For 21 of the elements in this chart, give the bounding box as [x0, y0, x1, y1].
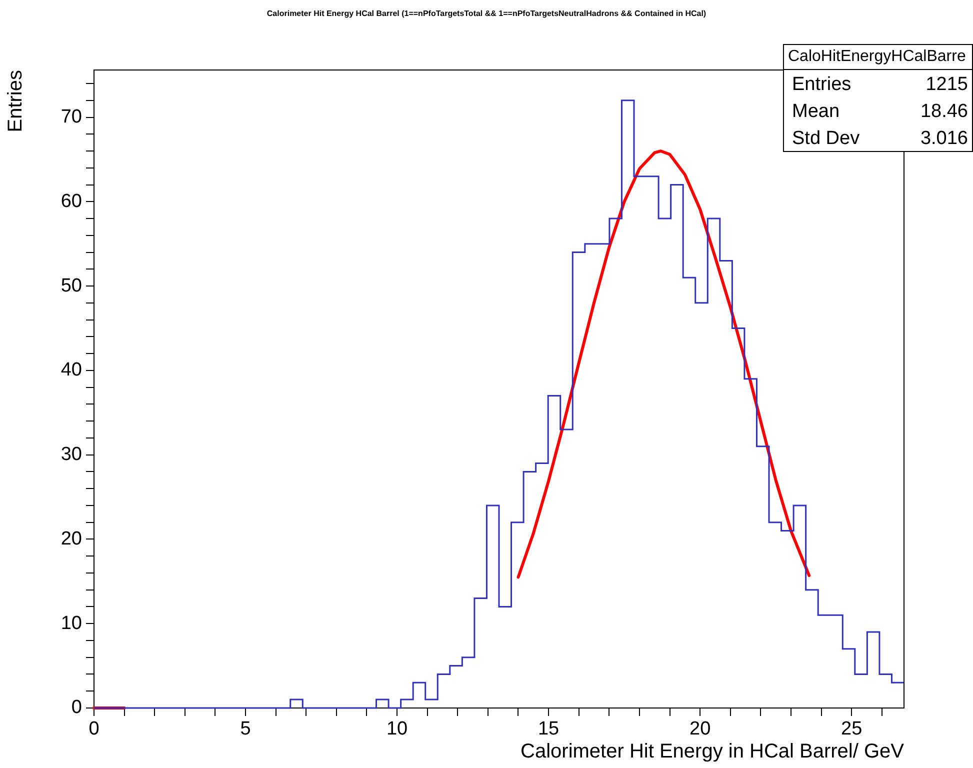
y-tick-label: 20 [60, 528, 82, 550]
y-axis-title: Entries [4, 70, 27, 132]
text: Std Dev 3.016 [792, 128, 968, 149]
y-tick-label: 60 [60, 190, 82, 212]
chart-title: Calorimeter Hit Energy HCal Barrel (1==nPfoTargetsTotal && 1==nPfoTargetsNeutralHadrons && Contained in HCal) [266, 9, 708, 18]
x-tick-label: 0 [88, 718, 100, 740]
x-tick-label: 20 [689, 718, 711, 740]
x-axis-title: Calorimeter Hit Energy in HCal Barrel/ GeV [520, 740, 905, 763]
x-tick-label: 10 [386, 718, 408, 740]
y-tick-label: 50 [60, 275, 82, 296]
text: Entries 1215 [792, 74, 968, 95]
y-tick-label: 40 [60, 360, 82, 381]
text: Mean 18.46 [792, 101, 968, 122]
x-tick-label: 5 [240, 718, 251, 740]
y-tick-label: 70 [60, 106, 82, 128]
x-tick-label: 15 [538, 718, 560, 740]
y-tick-label: 30 [60, 444, 82, 466]
x-tick-label: 25 [841, 718, 862, 740]
y-tick-label: 10 [60, 612, 82, 634]
y-tick-label: 0 [71, 697, 82, 718]
text: CaloHitEnergyHCalBarre [784, 45, 972, 70]
